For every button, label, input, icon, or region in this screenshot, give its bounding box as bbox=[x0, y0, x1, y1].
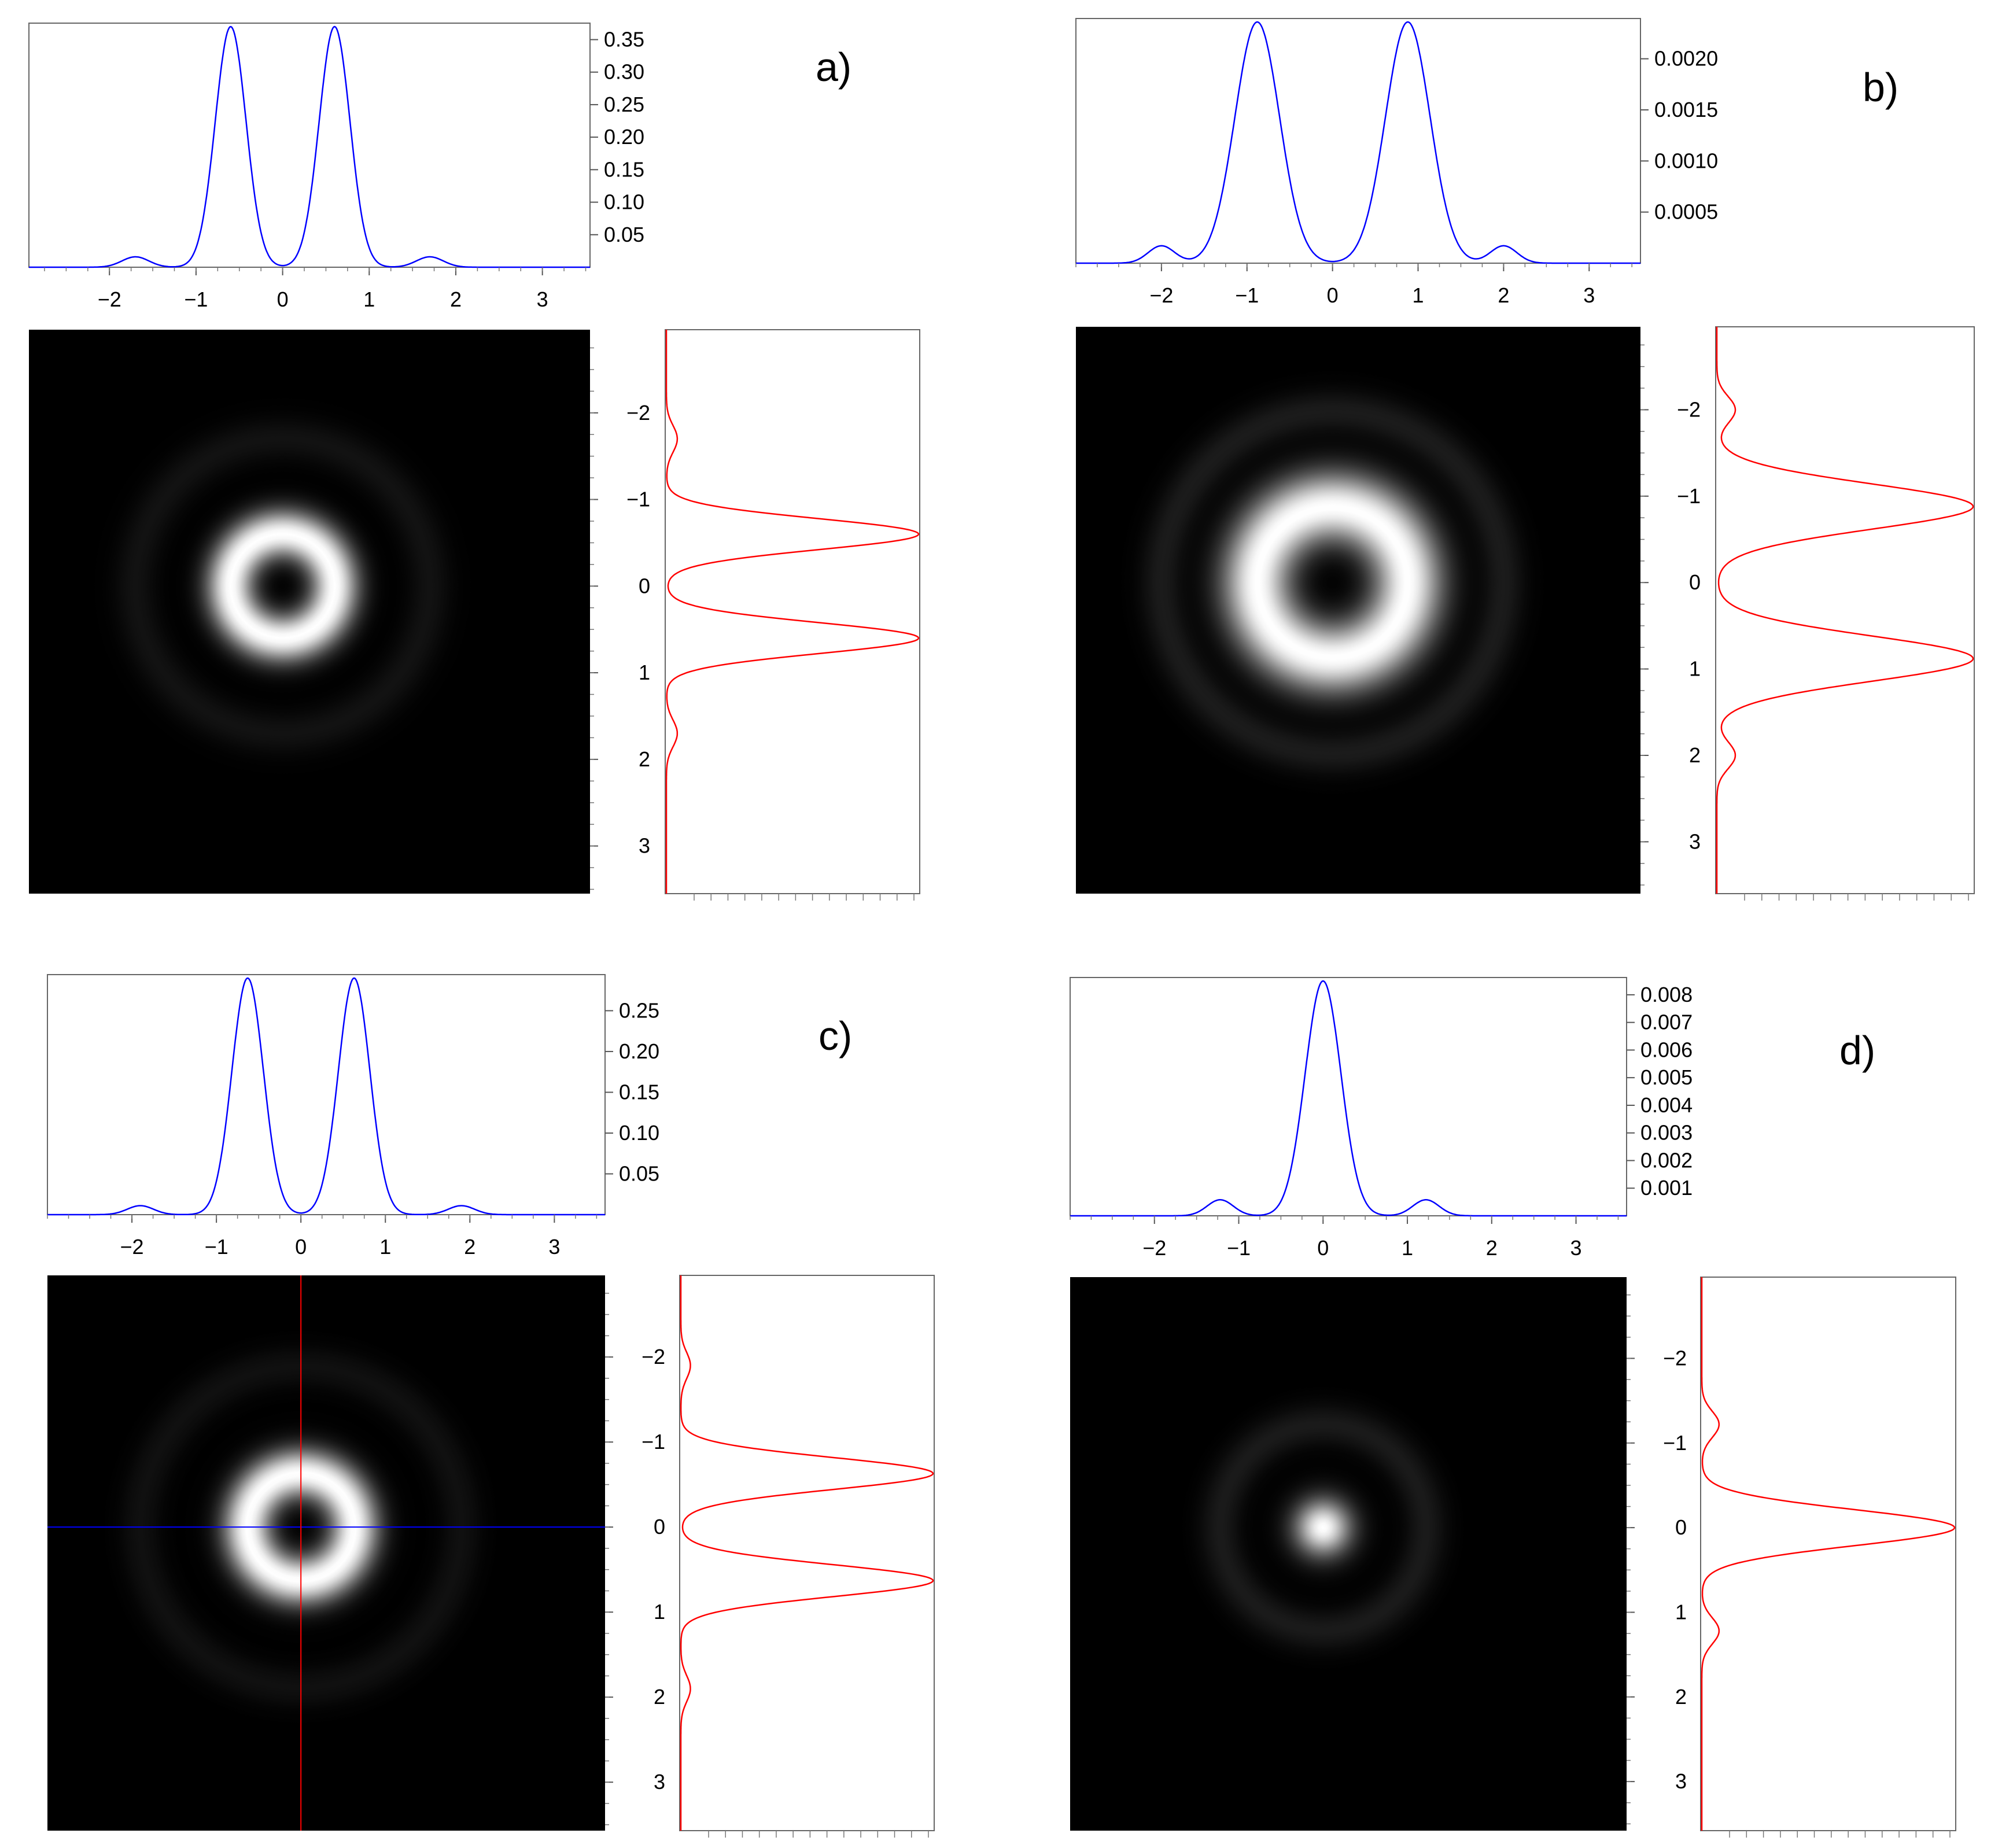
side-profile-line bbox=[665, 330, 920, 894]
x-tick-label: 1 bbox=[1402, 1236, 1413, 1260]
image-y-tick-label: −2 bbox=[1663, 1346, 1687, 1370]
y-tick-label: 0.0020 bbox=[1654, 47, 1718, 71]
y-tick-label: 0.15 bbox=[619, 1080, 659, 1104]
x-tick-label: −2 bbox=[1149, 283, 1173, 307]
panel-1: b) −2 −1 0 1 2 3 0.0020 0.0015 0.0010 0.0005 −2 −1 0 1… bbox=[1075, 18, 1975, 901]
panel-3: d) −2 −1 0 1 2 3 0.008 0.007 0.006 0.005 0.004 0.003… bbox=[1070, 977, 1956, 1838]
x-tick-label: 0 bbox=[1327, 283, 1339, 307]
image-y-tick-label: 3 bbox=[1689, 829, 1701, 853]
y-tick-label: 0.0005 bbox=[1654, 200, 1718, 224]
x-tick-label: −1 bbox=[1227, 1236, 1251, 1260]
top-profile-frame bbox=[28, 23, 591, 268]
image-y-tick-label: −1 bbox=[1663, 1431, 1687, 1455]
x-tick-label: 2 bbox=[464, 1235, 475, 1259]
side-profile-line bbox=[1716, 327, 1974, 894]
side-profile-line bbox=[1701, 1277, 1956, 1831]
panel-2: c) −2 −1 0 1 2 3 0.25 0.20 0.15 0.10 0.05 −2 −1 0 1 2 3 bbox=[47, 974, 935, 1838]
x-tick-label: −2 bbox=[120, 1235, 144, 1259]
image-y-tick-label: −2 bbox=[641, 1345, 665, 1369]
image-y-tick-label: 1 bbox=[1675, 1600, 1687, 1624]
y-tick-label: 0.0010 bbox=[1654, 149, 1718, 172]
y-tick-label: 0.35 bbox=[604, 27, 644, 51]
x-tick-label: 3 bbox=[1583, 283, 1595, 307]
x-tick-label: 3 bbox=[537, 287, 548, 311]
top-profile-line bbox=[29, 25, 590, 268]
panel-label: a) bbox=[816, 45, 851, 90]
panel-0: a) −2 −1 0 1 2 3 0.35 0.30 0.25 0.20 0.15 0.10 0.05 −2… bbox=[28, 23, 920, 901]
image-y-tick-label: 1 bbox=[639, 661, 650, 684]
top-profile-frame bbox=[1070, 977, 1627, 1216]
beam-intensity bbox=[1070, 1277, 1593, 1798]
x-tick-label: 0 bbox=[1317, 1236, 1329, 1260]
image-y-tick-label: 3 bbox=[639, 834, 650, 858]
x-tick-label: −1 bbox=[1235, 283, 1259, 307]
x-tick-label: 3 bbox=[548, 1235, 560, 1259]
y-tick-label: 0.15 bbox=[604, 157, 644, 181]
x-tick-label: 2 bbox=[1486, 1236, 1498, 1260]
y-tick-label: 0.005 bbox=[1640, 1065, 1693, 1089]
y-tick-label: 0.006 bbox=[1640, 1038, 1693, 1061]
y-tick-label: 0.0015 bbox=[1654, 98, 1718, 121]
side-profile-frame bbox=[1715, 326, 1975, 894]
x-tick-label: 1 bbox=[363, 287, 375, 311]
y-tick-label: 0.008 bbox=[1640, 983, 1693, 1006]
x-tick-label: 1 bbox=[379, 1235, 391, 1259]
image-y-tick-label: 2 bbox=[654, 1685, 665, 1709]
y-tick-label: 0.10 bbox=[604, 190, 644, 214]
image-y-tick-label: 3 bbox=[1675, 1769, 1687, 1793]
y-tick-label: 0.05 bbox=[619, 1161, 659, 1185]
x-tick-label: 1 bbox=[1412, 283, 1424, 307]
beam-intensity bbox=[1076, 327, 1606, 857]
y-tick-label: 0.001 bbox=[1640, 1176, 1693, 1200]
top-profile-line bbox=[1076, 21, 1640, 264]
image-y-tick-label: 2 bbox=[1689, 743, 1701, 767]
y-tick-label: 0.25 bbox=[604, 93, 644, 116]
image-y-tick-label: 1 bbox=[1689, 657, 1701, 681]
y-tick-label: 0.25 bbox=[619, 998, 659, 1022]
x-tick-label: 2 bbox=[1498, 283, 1509, 307]
y-tick-label: 0.007 bbox=[1640, 1010, 1693, 1034]
side-profile-frame bbox=[679, 1275, 935, 1831]
panel-label: b) bbox=[1863, 65, 1898, 110]
y-tick-label: 0.20 bbox=[619, 1039, 659, 1063]
image-y-tick-label: 1 bbox=[654, 1600, 665, 1624]
y-tick-label: 0.002 bbox=[1640, 1148, 1693, 1172]
panel-label: d) bbox=[1839, 1028, 1875, 1073]
image-y-tick-label: 0 bbox=[639, 574, 650, 597]
panel-label: c) bbox=[819, 1013, 852, 1058]
side-profile-frame bbox=[665, 329, 920, 894]
image-y-tick-label: 0 bbox=[1689, 570, 1701, 594]
x-tick-label: −2 bbox=[1142, 1236, 1166, 1260]
image-y-tick-label: −1 bbox=[641, 1430, 665, 1454]
x-tick-label: 0 bbox=[295, 1235, 307, 1259]
y-tick-label: 0.05 bbox=[604, 223, 644, 246]
image-y-tick-label: 0 bbox=[1675, 1515, 1687, 1539]
x-tick-label: 3 bbox=[1570, 1236, 1582, 1260]
y-tick-label: 0.10 bbox=[619, 1121, 659, 1145]
side-profile-frame bbox=[1700, 1277, 1956, 1831]
image-y-tick-label: −1 bbox=[1677, 484, 1701, 508]
image-y-tick-label: −2 bbox=[626, 401, 650, 425]
image-y-tick-label: −1 bbox=[626, 488, 650, 511]
x-tick-label: −1 bbox=[184, 287, 208, 311]
beam-intensity bbox=[29, 330, 560, 864]
side-profile-line bbox=[680, 1275, 934, 1831]
y-tick-label: 0.30 bbox=[604, 60, 644, 84]
beam-intensity bbox=[47, 1275, 572, 1798]
x-tick-label: 2 bbox=[450, 287, 462, 311]
image-y-tick-label: −2 bbox=[1677, 397, 1701, 421]
x-tick-label: −2 bbox=[98, 287, 121, 311]
top-profile-frame bbox=[1075, 18, 1641, 264]
x-tick-label: −1 bbox=[205, 1235, 228, 1259]
image-y-tick-label: 0 bbox=[654, 1515, 665, 1539]
image-y-tick-label: 2 bbox=[1675, 1685, 1687, 1709]
top-profile-frame bbox=[47, 974, 606, 1215]
y-tick-label: 0.004 bbox=[1640, 1093, 1693, 1117]
y-tick-label: 0.003 bbox=[1640, 1121, 1693, 1145]
y-tick-label: 0.20 bbox=[604, 125, 644, 149]
image-y-tick-label: 3 bbox=[654, 1770, 665, 1794]
x-tick-label: 0 bbox=[277, 287, 289, 311]
image-y-tick-label: 2 bbox=[639, 747, 650, 771]
